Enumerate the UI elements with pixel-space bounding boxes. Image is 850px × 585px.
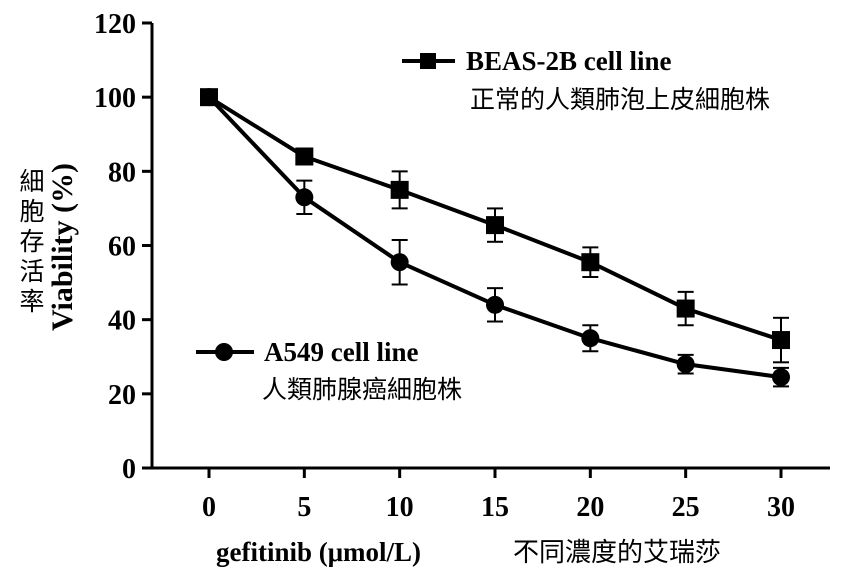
data-point-circle [676, 355, 695, 374]
y-axis-label-cjk-char: 存 [19, 227, 44, 256]
y-axis-label-cjk-char: 活 [19, 257, 44, 286]
data-point-square [486, 216, 504, 235]
data-point-square [295, 147, 314, 166]
y-tick-label: 100 [94, 83, 136, 114]
y-tick-label: 0 [122, 454, 136, 485]
y-tick-label: 80 [108, 157, 136, 188]
data-point-circle [390, 253, 409, 272]
legend-a549: A549 cell line 人類肺腺癌細胞株 [196, 337, 462, 404]
data-point-circle [200, 88, 218, 107]
legend-a549-label: A549 cell line [264, 337, 418, 367]
x-tick-label: 10 [386, 492, 414, 523]
legend-a549-marker [215, 343, 233, 361]
data-point-circle [486, 295, 504, 314]
y-axis-label-cjk: 細胞存活率 [19, 167, 44, 316]
y-tick-label: 60 [108, 232, 136, 263]
x-tick-label: 15 [481, 492, 509, 523]
legend-beas: BEAS-2B cell line 正常的人類肺泡上皮細胞株 [402, 46, 770, 114]
data-point-square [676, 299, 695, 318]
legend-beas-marker [420, 53, 436, 69]
x-axis-label-cjk: 不同濃度的艾瑞莎 [513, 538, 721, 568]
y-axis-label-cjk-char: 細 [19, 167, 44, 196]
data-point-circle [581, 329, 600, 348]
legend-beas-label: BEAS-2B cell line [466, 46, 672, 76]
data-point-circle [772, 368, 790, 387]
ticks: 0 20 40 60 80 100 120 0 5 10 15 20 25 30 [94, 9, 795, 523]
y-axis-label-cjk-char: 率 [19, 287, 44, 316]
data-point-square [772, 331, 790, 350]
x-tick-label: 5 [297, 492, 311, 523]
legend-a549-label-cjk: 人類肺腺癌細胞株 [262, 375, 462, 404]
y-axis-label: Viability (%) [46, 163, 79, 331]
x-tick-label: 20 [576, 492, 604, 523]
y-tick-label: 120 [94, 9, 136, 40]
data-point-circle [295, 188, 314, 207]
y-tick-label: 40 [108, 306, 136, 337]
x-tick-label: 0 [202, 492, 216, 523]
x-tick-label: 25 [672, 492, 700, 523]
y-axis-label-cjk-char: 胞 [19, 197, 44, 226]
data-point-square [390, 180, 409, 199]
y-tick-label: 20 [108, 380, 136, 411]
x-tick-label: 30 [767, 492, 795, 523]
legend-beas-label-cjk: 正常的人類肺泡上皮細胞株 [470, 85, 770, 114]
data-point-square [581, 253, 600, 272]
series-layer [200, 88, 790, 388]
x-axis-label: gefitinib (μmol/L) [216, 537, 421, 567]
